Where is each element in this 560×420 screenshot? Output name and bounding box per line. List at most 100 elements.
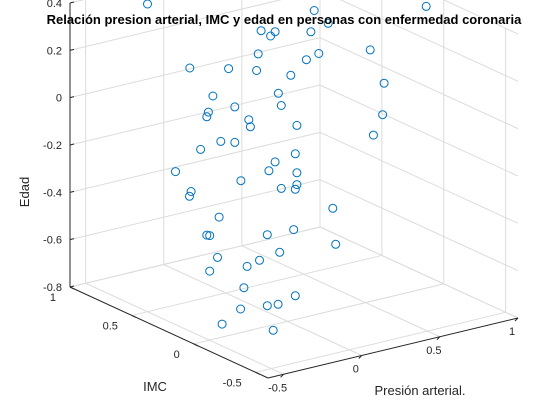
z-tick-label: 0 [56,93,62,105]
x-tick-label: -0.5 [268,382,287,394]
y-tick-label: 1 [50,292,56,304]
data-point [276,183,286,193]
grid-lines [69,0,519,375]
data-point [256,26,266,36]
data-point [202,230,212,240]
y-tick-label: -0.5 [223,377,242,389]
data-point [230,137,240,147]
data-point [273,299,283,309]
data-point [368,130,378,140]
data-point [203,107,213,117]
x-axis-label: Presión arterial. [374,383,465,398]
data-point [273,88,283,98]
x-tick-mark [436,336,441,341]
data-point [331,239,341,249]
grid-wall-x-horizontal [319,37,519,130]
z-tick-label: 0.4 [47,0,62,10]
grid-wall-x-horizontal [319,131,519,224]
data-point [323,18,333,28]
data-point [309,6,319,15]
z-tick-mark [69,238,75,241]
data-point [379,78,389,88]
data-point [252,66,262,75]
data-point [213,252,222,262]
data-point [306,27,316,37]
data-point [253,49,263,59]
data-point [286,70,296,80]
data-point [365,45,375,55]
x-tick-mark [358,355,363,359]
data-point [292,180,302,190]
data-point [185,191,194,201]
data-point [143,0,152,9]
grid-floor-x [241,245,441,338]
data-point [290,291,300,301]
data-point [264,166,274,176]
z-tick-mark [69,190,75,193]
z-tick-label: -0.2 [43,140,62,152]
data-point [244,115,254,125]
z-tick-label: -0.8 [43,282,62,294]
grid-wall-y-horizontal [69,84,321,146]
z-tick-label: 0.2 [47,45,62,57]
data-point [292,120,302,130]
z-tick-mark [69,48,75,51]
x-tick-label: 0.5 [426,345,441,357]
data-point [289,225,299,235]
data-point [421,1,431,11]
grid-wall-y-horizontal [69,226,321,288]
data-point [290,184,300,194]
grid-wall-y-horizontal [69,131,321,193]
axis-lines [69,1,519,379]
data-point [292,168,302,178]
grid-floor-y [193,283,444,345]
data-point [275,247,285,257]
data-point [270,27,280,37]
data-point [270,157,280,167]
data-point [205,266,215,276]
z-tick-mark [69,96,75,99]
z-tick-mark [69,285,75,288]
y-tick-mark [193,343,198,347]
y-tick-label: 0.5 [103,320,118,332]
grid-wall-x-horizontal [319,84,519,177]
grid-floor-x [163,264,362,356]
grid-wall-x-horizontal [442,0,519,35]
z-axis-label: Edad [17,177,32,207]
data-point [208,91,218,101]
data-point [245,122,255,132]
x-axis-line [267,317,519,379]
x-tick-label: 0 [353,364,359,376]
grid-wall-y-horizontal [69,0,282,51]
z-tick-mark [69,143,75,146]
data-point [268,325,278,335]
data-point [328,203,338,213]
data-point [205,231,215,241]
data-point [216,136,226,146]
data-point [314,49,324,58]
data-point [239,283,249,293]
data-point [171,167,180,177]
y-axis-label: IMC [143,379,167,394]
x-tick-mark [280,373,284,378]
z-tick-label: -0.6 [43,235,62,247]
data-point [236,304,246,314]
data-point [186,187,196,196]
x-tick-mark [514,317,519,322]
y-axis-line [69,286,269,379]
data-point [185,63,195,73]
data-point [230,102,240,112]
data-point [262,230,272,240]
data-point [255,255,264,265]
data-point [290,149,300,159]
data-point [236,176,246,186]
grid-floor-y [255,311,506,373]
z-tick-mark [69,1,75,4]
z-tick-label: -0.4 [43,187,62,199]
data-point [196,144,206,154]
y-tick-label: 0 [174,349,180,361]
grid-wall-x-horizontal [319,179,519,272]
data-point [262,301,272,311]
